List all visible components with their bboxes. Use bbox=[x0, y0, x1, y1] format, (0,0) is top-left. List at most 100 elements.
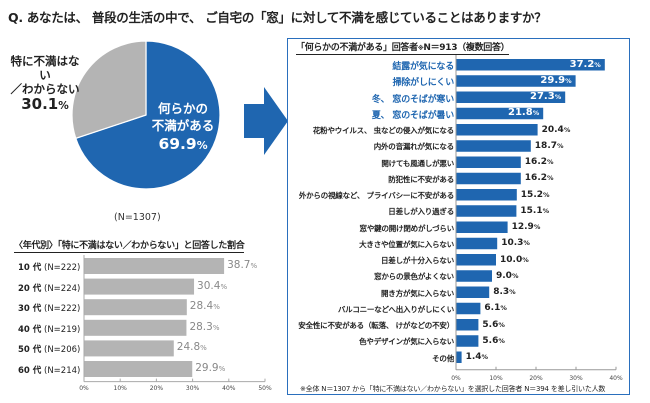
age-category: 10 代 bbox=[18, 263, 42, 273]
reason-bar-value: 15.1% bbox=[520, 206, 549, 216]
age-bar-value-unit: % bbox=[220, 282, 228, 291]
reason-label: 日差しが十分入らない bbox=[381, 256, 454, 265]
reason-bar-value: 37.2% bbox=[570, 59, 601, 70]
age-sample-size: (N=222) bbox=[41, 304, 81, 315]
reason-bar bbox=[456, 172, 521, 185]
reason-bar-value-unit: % bbox=[509, 288, 516, 296]
reason-bar-value-unit: % bbox=[522, 255, 529, 264]
pie-value-no-complaint-number: 30.1 bbox=[21, 95, 59, 113]
reason-bar-value-unit: % bbox=[532, 109, 540, 118]
reason-label: 色やデザインが気に入らない bbox=[359, 337, 454, 347]
reason-bar-value: 20.4% bbox=[542, 125, 571, 135]
reason-bar-value-number: 21.8 bbox=[508, 107, 533, 119]
question-title: Q. あなたは、 普段の生活の中で、 ご自宅の「窓」に対して不満を感じていること… bbox=[8, 10, 547, 25]
reason-bar bbox=[456, 286, 490, 298]
reasons-title-mark: ※ bbox=[417, 45, 424, 52]
reason-bar-value-number: 37.2 bbox=[569, 58, 595, 70]
reason-bar-value: 9.0% bbox=[496, 271, 518, 281]
age-bar-value-number: 28.4 bbox=[189, 300, 214, 313]
reason-bar bbox=[456, 319, 479, 331]
reason-bar bbox=[456, 335, 479, 347]
age-row-label: 60 代 (N=214) bbox=[18, 364, 80, 376]
pie-sample-size: (N=1307) bbox=[114, 212, 161, 223]
reasons-footnote: ※全体 N＝1307 から「特に不満はない／わからない」を選択した回答者 N＝3… bbox=[300, 385, 606, 393]
age-bar bbox=[84, 340, 174, 357]
reason-bar-value-unit: % bbox=[543, 190, 550, 199]
pie-slice-no-complaint bbox=[71, 40, 147, 140]
age-bar-value-number: 38.7 bbox=[227, 259, 251, 271]
reason-bar-value-unit: % bbox=[500, 304, 507, 313]
age-bar-value-unit: % bbox=[213, 303, 220, 312]
age-bar-value: 28.3% bbox=[189, 321, 219, 333]
age-bar bbox=[84, 278, 195, 295]
age-bar-value: 38.7% bbox=[227, 259, 257, 271]
age-row-label: 20 代 (N=224) bbox=[18, 282, 80, 294]
reason-label: 開き方が気に入らない bbox=[381, 288, 454, 298]
age-bar-value-unit: % bbox=[218, 365, 226, 373]
reason-label: 冬、 窓のそばが寒い bbox=[371, 94, 454, 105]
reason-label: その他 bbox=[432, 353, 454, 363]
reason-bar-value-number: 9.0 bbox=[496, 270, 512, 281]
age-bar bbox=[84, 361, 193, 377]
reason-bar-value: 16.2% bbox=[525, 157, 554, 167]
reason-bar-value-unit: % bbox=[498, 336, 505, 345]
reason-bar-value: 16.2% bbox=[525, 173, 554, 183]
age-chart-title: 〈年代別〉「特に不満はない／わからない」と回答した割合 bbox=[14, 238, 245, 253]
age-category: 60 代 bbox=[18, 366, 42, 376]
age-bar-value: 29.9% bbox=[195, 362, 225, 374]
reason-bar-value-number: 10.3 bbox=[501, 238, 524, 249]
pie-value-complaint-number: 69.9 bbox=[158, 135, 197, 153]
reasons-panel bbox=[287, 38, 630, 395]
age-sample-size: (N=206) bbox=[41, 345, 81, 356]
reason-bar-value: 6.1% bbox=[484, 303, 506, 313]
reason-label: 日差しが入り過ぎる bbox=[388, 207, 454, 217]
reason-bar bbox=[456, 189, 517, 201]
reason-label: 夏、 窓のそばが暑い bbox=[371, 110, 454, 121]
reason-bar bbox=[456, 254, 496, 266]
reason-bar-value: 18.7% bbox=[535, 141, 564, 151]
reason-bar-value-unit: % bbox=[554, 93, 562, 101]
reason-bar bbox=[456, 221, 508, 233]
reason-bar bbox=[456, 140, 531, 152]
age-bar-value: 24.8% bbox=[177, 341, 207, 353]
reason-label: 大きさや位置が気に入らない bbox=[359, 239, 454, 249]
reason-bar-value: 5.6% bbox=[482, 320, 504, 330]
age-bar-value-unit: % bbox=[250, 262, 258, 270]
reason-bar-value: 29.9% bbox=[540, 75, 571, 86]
reason-bar-value-number: 29.9 bbox=[540, 74, 566, 86]
reasons-title-suffix: N＝913（複数回答） bbox=[423, 43, 510, 53]
reason-bar-value-unit: % bbox=[565, 76, 572, 85]
reason-bar-value-unit: % bbox=[594, 60, 601, 69]
reason-bar-value-unit: % bbox=[533, 223, 541, 231]
reason-bar-value: 15.2% bbox=[521, 190, 550, 200]
reason-bar-value: 27.3% bbox=[530, 91, 561, 102]
reason-bar bbox=[456, 302, 481, 315]
reason-bar-value-number: 20.4 bbox=[541, 124, 564, 135]
reason-label: 花粉やウイルス、 虫などの侵入が気になる bbox=[312, 126, 454, 135]
age-bar bbox=[84, 319, 187, 336]
reason-label: 防犯性に不安がある bbox=[388, 174, 454, 184]
reason-bar-value-number: 8.3 bbox=[493, 287, 510, 297]
reason-bar bbox=[456, 75, 576, 87]
reason-bar-value-unit: % bbox=[481, 353, 489, 361]
age-bar bbox=[84, 299, 187, 316]
reasons-chart-tick-label: 10% bbox=[489, 375, 503, 382]
age-category: 50 代 bbox=[18, 345, 42, 356]
reason-label: 外からの視線など、 プライバシーに不安がある bbox=[298, 191, 454, 200]
reason-bar-value: 1.4% bbox=[466, 352, 488, 362]
pie-label-complaint: 何らかの 不満がある 69.9% bbox=[148, 100, 218, 154]
pie-label-complaint-line2: 不満がある bbox=[151, 118, 215, 133]
reason-bar bbox=[456, 156, 521, 168]
reason-bar-value-number: 15.2 bbox=[520, 189, 544, 200]
reason-bar-value-number: 16.2 bbox=[524, 173, 548, 184]
reason-bar-value-number: 5.6 bbox=[482, 335, 499, 346]
pie-value-complaint-unit: % bbox=[196, 139, 208, 152]
age-sample-size: (N=224) bbox=[41, 283, 81, 294]
reason-label: 安全性に不安がある（転落、 けがなどの不安） bbox=[298, 321, 454, 330]
age-sample-size: (N=219) bbox=[41, 324, 81, 335]
reason-bar-value-number: 16.2 bbox=[524, 157, 548, 167]
reason-label: バルコニーなどへ出入りがしにくい bbox=[337, 304, 454, 314]
reason-bar-value-unit: % bbox=[547, 174, 554, 183]
age-bar bbox=[84, 258, 225, 274]
